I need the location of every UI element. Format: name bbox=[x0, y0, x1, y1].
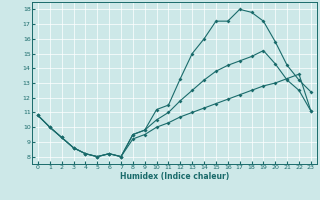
X-axis label: Humidex (Indice chaleur): Humidex (Indice chaleur) bbox=[120, 172, 229, 181]
